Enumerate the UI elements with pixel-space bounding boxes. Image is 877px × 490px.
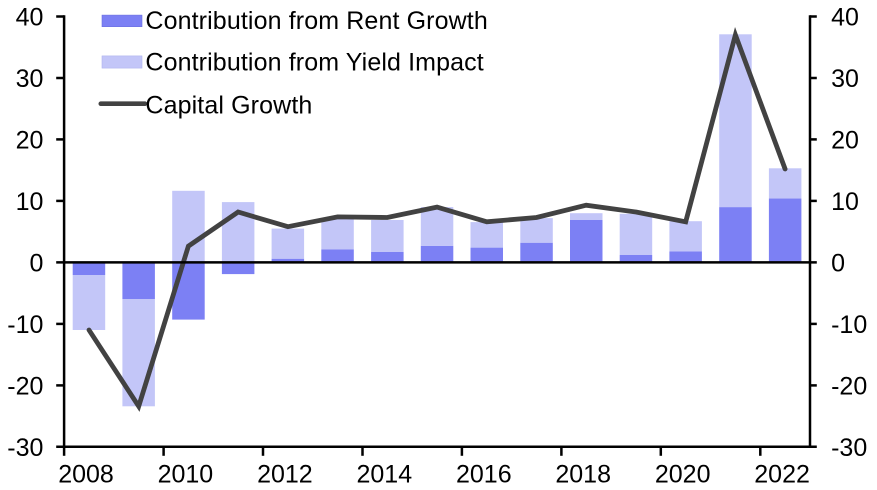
svg-text:2008: 2008 — [58, 461, 114, 489]
svg-text:2014: 2014 — [356, 461, 412, 489]
svg-text:2010: 2010 — [158, 461, 214, 489]
svg-text:20: 20 — [16, 127, 44, 155]
svg-text:2012: 2012 — [257, 461, 313, 489]
svg-text:10: 10 — [16, 188, 44, 216]
svg-text:Contribution from Rent Growth: Contribution from Rent Growth — [145, 7, 488, 35]
svg-text:2018: 2018 — [555, 461, 611, 489]
svg-text:Capital Growth: Capital Growth — [145, 91, 312, 119]
svg-text:-10: -10 — [7, 311, 43, 339]
svg-text:Contribution from Yield Impact: Contribution from Yield Impact — [145, 49, 483, 77]
svg-text:40: 40 — [831, 4, 859, 32]
svg-text:-30: -30 — [7, 434, 43, 462]
svg-text:0: 0 — [831, 250, 845, 278]
svg-text:10: 10 — [831, 188, 859, 216]
svg-text:30: 30 — [831, 65, 859, 93]
svg-text:2022: 2022 — [754, 461, 810, 489]
svg-text:20: 20 — [831, 127, 859, 155]
svg-text:40: 40 — [16, 4, 44, 32]
svg-text:2020: 2020 — [655, 461, 711, 489]
svg-text:30: 30 — [16, 65, 44, 93]
svg-text:-20: -20 — [7, 373, 43, 401]
svg-text:-10: -10 — [831, 311, 867, 339]
svg-text:0: 0 — [29, 250, 43, 278]
svg-text:-30: -30 — [831, 434, 867, 462]
svg-text:-20: -20 — [831, 373, 867, 401]
svg-text:2016: 2016 — [456, 461, 512, 489]
